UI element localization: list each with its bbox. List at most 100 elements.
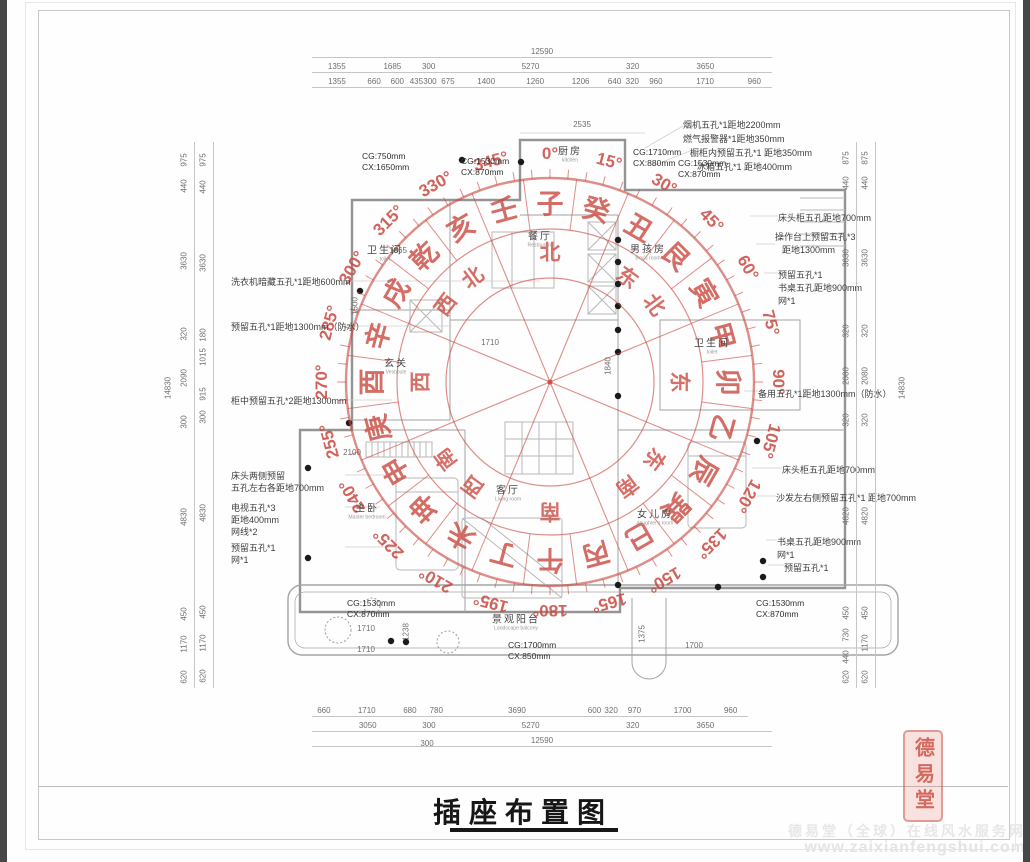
room-name-en: daughter's room: [636, 520, 674, 527]
mountain-divider: [522, 179, 531, 231]
mountain-divider: [387, 474, 429, 507]
dimension-line: [312, 731, 772, 732]
dimension-value: 680: [403, 706, 417, 715]
outlet-symbol: [614, 392, 622, 400]
room-name: 玄关: [383, 358, 408, 370]
room-name-en: Boy's room: [635, 255, 661, 262]
degree-tick: [375, 498, 384, 505]
dimension-value: 970: [627, 706, 642, 715]
dimension-value: 320: [625, 62, 640, 71]
degree-tick: [459, 188, 465, 198]
cg-cx-label: CG:1530mm CX:870mm: [678, 158, 727, 180]
dimension-value: 960: [649, 77, 663, 86]
dimension-value: 320: [604, 706, 618, 715]
outlet-annotation: 备用五孔*1距地1300mm（防水）: [758, 389, 892, 399]
degree-tick: [619, 181, 624, 191]
outlet-annotation: 网线*2: [231, 527, 258, 537]
degree-tick: [459, 566, 465, 576]
degree-tick: [512, 582, 516, 592]
dimension-value: 5270: [521, 62, 540, 71]
mountain-divider: [347, 354, 399, 363]
dimension-value: 440: [198, 180, 208, 194]
dimension-line: [312, 72, 772, 73]
dimension-value: 320: [625, 77, 639, 86]
seal-characters: 德易堂: [911, 737, 934, 815]
dimension-value: 300: [198, 409, 208, 424]
dimension-line: [875, 142, 876, 688]
degree-tick: [753, 362, 763, 365]
mountain-divider: [701, 401, 753, 410]
room-label: 餐厅 Restaurant: [525, 228, 554, 249]
outlet-symbol: [614, 258, 622, 266]
degree-tick: [635, 566, 641, 576]
mountain-divider: [569, 533, 578, 585]
mountain-divider: [642, 219, 675, 261]
degree-tick: [750, 416, 760, 420]
mountain-divider: [671, 474, 713, 507]
degree-tick: [680, 218, 688, 227]
degree-tick: [726, 483, 735, 489]
room-label: 卫生间 toilet: [694, 335, 730, 356]
dimension-line: [312, 716, 748, 717]
dimension-value: 1710: [696, 77, 714, 86]
dimension-value: 320: [860, 324, 870, 338]
outlet-symbol: [614, 326, 622, 334]
outlet-annotation: 预留五孔*1: [784, 563, 829, 573]
balcony-outline: [287, 584, 899, 656]
degree-tick: [750, 344, 760, 348]
compass-degree-label: 90°: [769, 369, 788, 395]
degree-tick: [584, 172, 588, 182]
mountain-divider: [425, 503, 458, 545]
dimension-value: 875: [841, 151, 851, 165]
dimension-value: 620: [198, 669, 208, 684]
dimension-value: 1260: [526, 77, 545, 86]
outlet-annotation: 五孔左右各距地700mm: [231, 483, 325, 493]
degree-tick: [602, 578, 606, 588]
degree-tick: [530, 585, 533, 595]
degree-tick: [443, 558, 449, 567]
dimension-value: 2090: [179, 369, 189, 387]
degree-tick: [344, 434, 354, 438]
room-name-en: toilet: [706, 349, 718, 356]
dimension-row: 1355 660 600 435 300 675 1400 1260 1206 640 320 960…: [312, 77, 772, 89]
outlet-annotation: 橱柜内预留五孔*1 距地350mm: [690, 148, 813, 158]
degree-tick: [651, 197, 657, 206]
degree-tick: [427, 548, 434, 557]
dimension-label: 1710: [357, 624, 375, 633]
room-name: 景观阳台: [492, 614, 540, 626]
room-label: 玄关 Vestibule: [384, 355, 408, 376]
outlet-symbol: [402, 638, 410, 646]
degree-tick: [584, 582, 588, 592]
dimension-value: 875: [860, 151, 870, 165]
compass-mountain-char: 卯: [713, 369, 743, 396]
room-name: 卫生间: [694, 338, 730, 350]
dimension-label: 1238: [401, 623, 411, 641]
degree-tick: [716, 498, 725, 505]
title-strip-divider: [38, 786, 1008, 787]
mountain-divider: [569, 179, 578, 231]
mountain-divider: [425, 219, 458, 261]
outlet-annotation: 网*1: [778, 296, 796, 306]
dimension-value: 300: [421, 62, 436, 71]
dimension-value: 730: [841, 628, 851, 642]
dimension-value: 1170: [179, 635, 189, 653]
degree-tick: [693, 231, 701, 239]
compass-spoke: [490, 381, 551, 524]
mountain-divider: [361, 303, 409, 324]
dimension-row: 660 1710 680 780 3690 600 320 970 1700 960: [312, 706, 748, 718]
outlet-annotation: 距地400mm: [231, 515, 280, 525]
dimension-label: 1700: [685, 641, 703, 650]
dimension-value: 440: [841, 175, 851, 190]
dimension-value: 1015: [198, 348, 208, 367]
degree-tick: [443, 197, 449, 206]
outlet-symbol: [517, 158, 525, 166]
degree-tick: [753, 399, 763, 402]
mountain-divider: [608, 193, 629, 241]
drawing-title: 插座布置图: [432, 797, 613, 828]
degree-tick: [356, 467, 366, 473]
compass-spoke: [408, 381, 551, 442]
room-label: 男孩房 Boy's room: [630, 241, 666, 262]
mountain-divider: [347, 401, 399, 410]
floorplan-furniture: [324, 197, 845, 654]
dimension-value: 2080: [841, 366, 851, 385]
